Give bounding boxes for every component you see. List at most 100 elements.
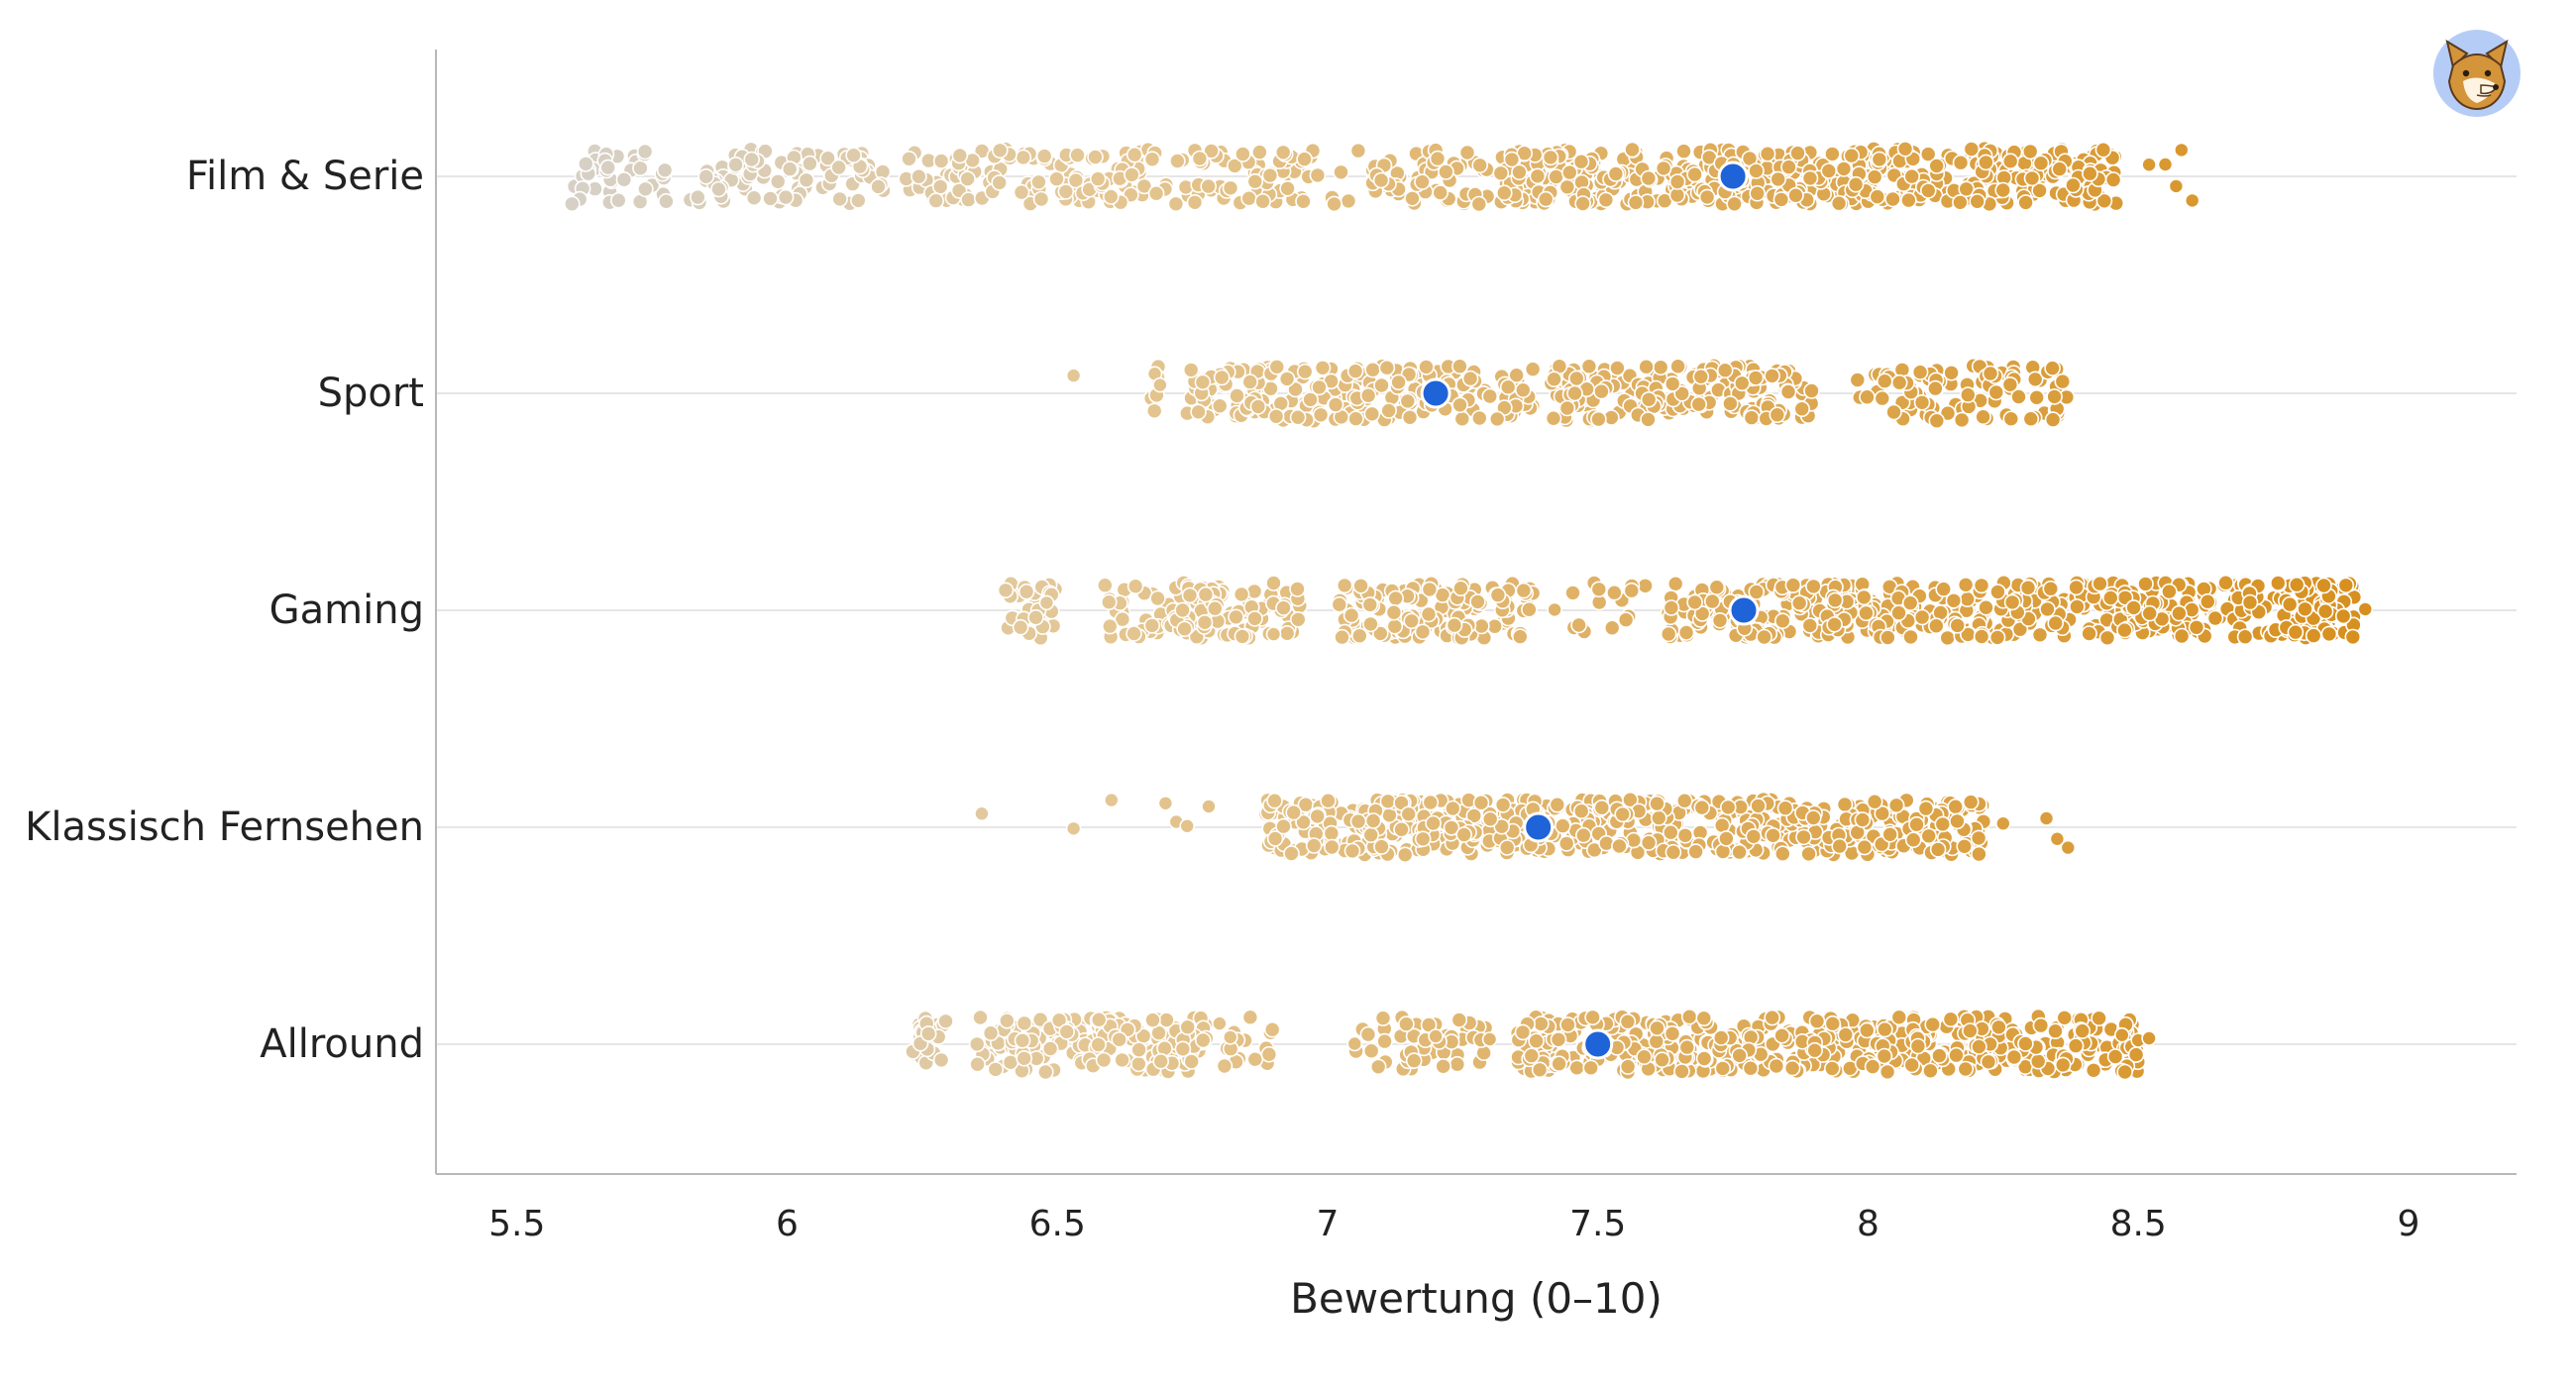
data-point [1801,617,1819,634]
data-point [1566,384,1583,402]
data-point [1913,608,1931,626]
data-point [2002,410,2020,428]
data-point [2288,576,2306,593]
data-point [1414,830,1432,848]
data-point [1449,1055,1466,1073]
data-point [1102,617,1119,635]
data-point [1386,617,1404,635]
data-point [982,1024,1000,1041]
data-point [1340,192,1357,210]
data-point [1458,144,1476,161]
data-point [1014,1032,1031,1049]
data-point [1952,154,1970,171]
data-point [1196,613,1214,631]
data-point [1346,363,1364,379]
data-point [1289,581,1306,597]
data-point [1378,359,1396,376]
data-point [1879,629,1896,646]
data-point [1481,387,1499,405]
data-point [762,190,779,207]
data-point [1016,1015,1033,1032]
data-point [969,1055,986,1073]
data-point [1489,587,1507,603]
data-point [1551,1055,1567,1072]
data-point [1048,170,1065,187]
data-point [1640,411,1657,428]
data-point [2031,626,2049,644]
data-point [991,174,1009,191]
data-point [1896,141,1914,158]
data-point [1949,812,1966,830]
data-point [1352,577,1369,594]
data-point [2337,577,2355,594]
outlier-point [1152,376,1168,393]
data-point [968,1035,986,1053]
data-point [1698,188,1716,206]
data-point [1246,1050,1264,1068]
data-point [2081,625,2097,642]
data-point [1837,1026,1855,1043]
data-point [1018,583,1035,600]
data-point [2094,141,2112,159]
data-point [1492,164,1510,182]
data-point [1087,149,1104,165]
data-point [1027,608,1044,626]
data-point [1515,381,1532,399]
data-point [1320,792,1337,809]
data-point [951,147,969,164]
outlier-point [2157,157,2174,172]
data-point [1545,409,1562,427]
data-point [1279,180,1296,197]
data-point [1289,408,1307,426]
data-point [1942,1011,1960,1027]
data-point [1902,628,1919,646]
data-point [1095,1051,1113,1069]
data-point [1929,841,1947,858]
data-point [1207,599,1224,617]
data-point [1695,1010,1713,1026]
data-point [1393,820,1410,838]
data-point [1743,409,1761,426]
data-point [1917,800,1935,817]
outlier-point [1038,594,1055,611]
data-point [1234,628,1251,645]
data-point [1668,173,1686,190]
data-point [1866,793,1883,810]
data-point [2026,371,2044,388]
outlier-point [2141,157,2157,172]
mean-marker [1582,1028,1614,1060]
data-point [1655,160,1672,177]
data-point [1130,1041,1147,1058]
data-point [1989,584,2006,600]
data-point [1692,368,1710,385]
data-point [1186,194,1204,211]
data-point [2127,1046,2145,1063]
data-point [1789,145,1806,161]
data-point [1759,145,1776,162]
data-point [1362,1042,1380,1059]
data-point [1405,1052,1423,1069]
data-point [1558,399,1576,417]
data-point [1913,393,1931,411]
data-point [991,142,1009,160]
outlier-point [1346,1035,1363,1052]
data-point [1975,408,1991,426]
data-point [1496,184,1513,201]
data-point [1373,838,1390,855]
data-point [1649,795,1665,812]
data-point [1278,371,1296,387]
data-point [1939,404,1957,422]
data-point [1924,1016,1941,1033]
data-point [2270,575,2287,591]
data-point [710,180,727,198]
data-point [1197,586,1215,603]
data-point [1471,157,1488,174]
data-point [745,189,763,206]
data-point [1362,615,1379,633]
data-point [1037,1063,1054,1081]
data-point [1901,594,1919,611]
data-point [2281,595,2299,613]
data-point [1324,838,1341,856]
data-point [1831,837,1848,855]
data-point [1847,175,1865,193]
